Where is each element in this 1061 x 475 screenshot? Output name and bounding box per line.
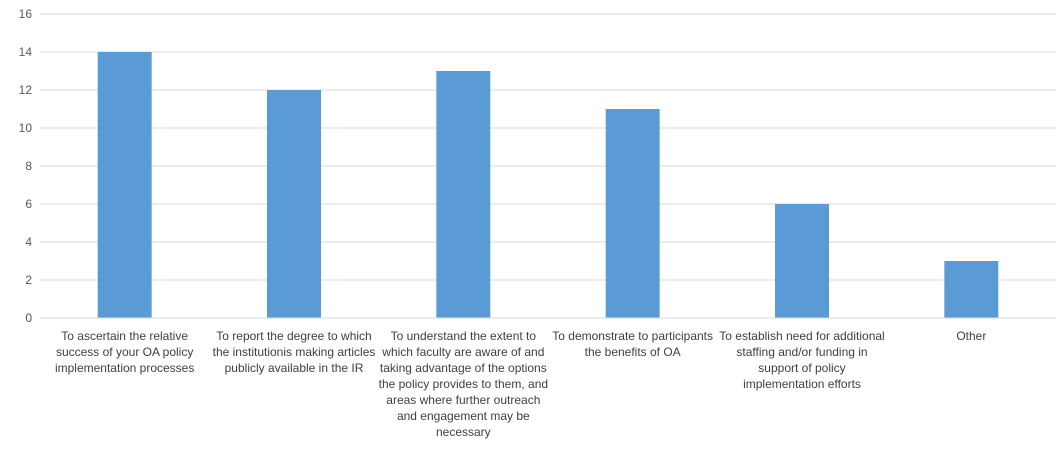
y-tick-label: 10	[19, 121, 33, 135]
bar	[775, 204, 829, 318]
y-tick-label: 16	[19, 7, 33, 21]
y-tick-label: 12	[19, 83, 33, 97]
y-tick-label: 6	[25, 197, 32, 211]
y-axis: 0 2 4 6 8 10 12 14 16	[19, 7, 33, 325]
y-tick-label: 2	[25, 273, 32, 287]
gridlines	[40, 13, 1056, 281]
x-tick-label: To understand the extent to which facult…	[378, 329, 549, 439]
bar	[97, 52, 152, 318]
y-tick-label: 14	[19, 45, 33, 59]
x-tick-label: To report the degree to which the instit…	[212, 329, 376, 375]
y-tick-label: 4	[25, 235, 32, 249]
x-tick-label: Other	[956, 329, 987, 343]
x-tick-label: To ascertain the relative success of you…	[54, 329, 195, 375]
bar	[605, 109, 660, 318]
bar	[267, 90, 321, 318]
y-tick-label: 8	[25, 159, 32, 173]
bars	[97, 52, 999, 318]
y-tick-label: 0	[25, 311, 32, 325]
bar	[944, 261, 999, 318]
bar	[436, 71, 491, 318]
x-tick-label: To establish need for additional staffin…	[719, 329, 885, 391]
x-tick-label: To demonstrate to participants the benef…	[552, 329, 714, 359]
